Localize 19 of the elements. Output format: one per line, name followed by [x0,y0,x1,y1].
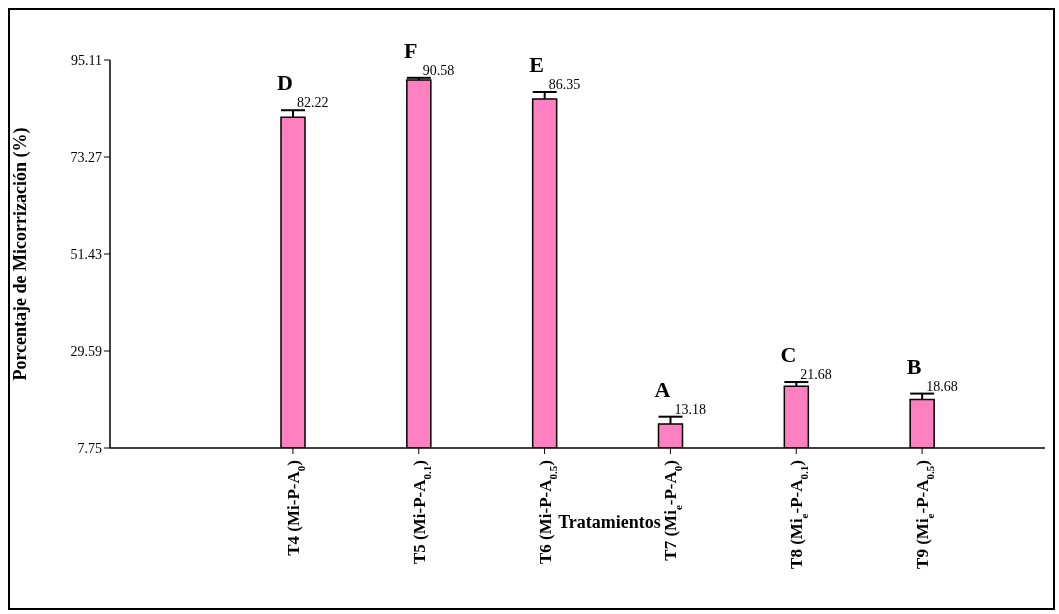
data-label: 18.68 [926,378,958,394]
annotation: A [654,376,671,402]
y-tick-label: 29.59 [70,343,102,359]
data-label: 21.68 [800,367,832,383]
data-label: 82.22 [297,95,329,111]
x-axis-title: Tratamientos [558,512,661,532]
y-axis-title: Porcentaje de Micorrización (%) [10,127,32,381]
y-tick-label: 7.75 [77,440,102,456]
data-label: 13.18 [674,401,706,417]
annotation: D [277,70,293,96]
annotation: B [906,353,922,379]
data-label: 86.35 [548,77,581,93]
y-tick-label: 51.43 [70,246,102,262]
annotation: F [404,37,418,63]
annotation: C [780,342,797,368]
y-tick-label: 95.11 [71,52,102,68]
y-tick-label: 73.27 [70,149,102,165]
annotation: E [529,52,545,78]
data-label: 90.58 [422,62,455,78]
